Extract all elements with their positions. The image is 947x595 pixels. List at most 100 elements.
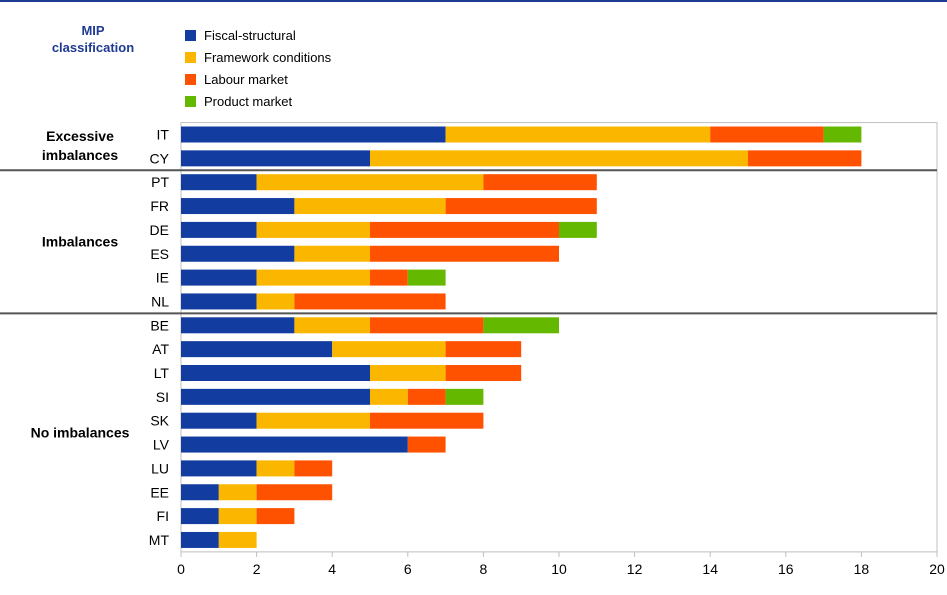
bar-ee-fiscal-structural [181, 484, 219, 501]
group-label-no-imbalances-line1: No imbalances [30, 424, 130, 441]
category-label-lt: LT [154, 365, 170, 381]
bar-at-labour-market [445, 341, 522, 358]
legend-label-fiscal-structural: Fiscal-structural [204, 27, 296, 43]
bar-nl-framework-conditions [256, 293, 295, 310]
group-label-imbalances: Imbalances [0, 232, 160, 251]
bar-fr-labour-market [445, 198, 597, 215]
bar-fi-fiscal-structural [181, 508, 219, 525]
group-label-excessive-line1: Excessive [46, 128, 114, 145]
bar-ie-labour-market [370, 269, 408, 286]
category-label-ie: IE [156, 270, 169, 286]
category-label-nl: NL [151, 293, 169, 309]
group-label-excessive-line2: imbalances [41, 147, 119, 164]
bar-lt-labour-market [445, 365, 522, 381]
category-label-fi: FI [157, 508, 169, 524]
bar-sk-framework-conditions [256, 412, 370, 429]
x-tick-label-16: 16 [778, 561, 794, 577]
bar-be-labour-market [370, 317, 484, 334]
legend-swatch-framework-conditions [185, 51, 196, 63]
bar-fr-fiscal-structural [181, 198, 295, 215]
category-label-de: DE [150, 222, 169, 238]
bar-de-product-market [559, 221, 597, 238]
bar-lu-labour-market [294, 460, 333, 477]
legend-item-fiscal-structural: Fiscal-structural [185, 24, 331, 46]
bar-be-fiscal-structural [181, 317, 295, 334]
bar-lv-labour-market [407, 436, 446, 453]
x-tick-label-6: 6 [404, 561, 412, 577]
bar-it-labour-market [710, 126, 824, 143]
bar-at-framework-conditions [332, 341, 446, 358]
bar-fi-labour-market [256, 508, 295, 525]
bar-de-framework-conditions [256, 221, 370, 238]
bar-cy-labour-market [748, 150, 862, 167]
bar-cy-fiscal-structural [181, 150, 370, 167]
mip-label-line1: MIP [81, 23, 105, 38]
legend-swatch-labour-market [185, 73, 196, 85]
bar-si-framework-conditions [370, 388, 408, 405]
bar-lu-fiscal-structural [181, 460, 257, 477]
mip-label-line2: classification [51, 40, 135, 55]
category-label-es: ES [150, 246, 169, 262]
bar-ie-product-market [407, 269, 446, 286]
category-label-lu: LU [151, 460, 169, 476]
bar-si-fiscal-structural [181, 388, 370, 405]
bar-de-fiscal-structural [181, 221, 257, 238]
legend-item-framework-conditions: Framework conditions [185, 46, 331, 68]
bar-lt-framework-conditions [370, 365, 446, 381]
bar-ee-framework-conditions [218, 484, 257, 501]
category-label-lv: LV [153, 437, 170, 453]
mip-classification-label: MIP classification [28, 22, 158, 56]
bar-es-fiscal-structural [181, 245, 295, 262]
bar-lt-fiscal-structural [181, 365, 370, 381]
bar-ie-framework-conditions [256, 269, 370, 286]
category-label-cy: CY [150, 150, 170, 166]
legend-label-labour-market: Labour market [204, 71, 288, 87]
bar-fi-framework-conditions [218, 508, 257, 525]
legend-item-product-market: Product market [185, 90, 331, 112]
x-tick-label-14: 14 [702, 561, 718, 577]
legend-label-framework-conditions: Framework conditions [204, 49, 332, 65]
bar-es-labour-market [370, 245, 559, 262]
bar-ee-labour-market [256, 484, 333, 501]
bar-si-labour-market [407, 388, 446, 405]
legend-swatch-product-market [185, 95, 196, 107]
bar-mt-fiscal-structural [181, 531, 219, 548]
x-tick-label-12: 12 [627, 561, 643, 577]
group-label-no-imbalances: No imbalances [0, 423, 160, 442]
category-label-at: AT [152, 341, 169, 357]
bar-de-labour-market [370, 221, 559, 238]
legend-item-labour-market: Labour market [185, 68, 331, 90]
legend-label-product-market: Product market [204, 93, 293, 109]
bar-lv-fiscal-structural [181, 436, 408, 453]
category-label-pt: PT [151, 174, 169, 190]
category-label-sk: SK [150, 413, 169, 429]
category-label-si: SI [156, 389, 169, 405]
x-tick-label-2: 2 [253, 561, 261, 577]
x-tick-label-18: 18 [854, 561, 870, 577]
x-tick-label-8: 8 [480, 561, 488, 577]
category-label-fr: FR [150, 198, 169, 214]
bar-fr-framework-conditions [294, 198, 446, 215]
bar-be-framework-conditions [294, 317, 370, 334]
x-tick-label-0: 0 [177, 561, 185, 577]
header-rule [0, 0, 947, 2]
x-tick-label-20: 20 [929, 561, 945, 577]
bar-pt-labour-market [483, 174, 597, 191]
category-label-mt: MT [149, 532, 170, 548]
bar-sk-fiscal-structural [181, 412, 257, 429]
legend-swatch-fiscal-structural [185, 29, 196, 41]
category-label-be: BE [150, 317, 169, 333]
bar-nl-labour-market [294, 293, 446, 310]
x-tick-label-10: 10 [551, 561, 567, 577]
category-label-ee: EE [150, 484, 169, 500]
bar-it-framework-conditions [445, 126, 711, 143]
bar-be-product-market [483, 317, 559, 334]
x-tick-label-4: 4 [328, 561, 336, 577]
bar-sk-labour-market [370, 412, 484, 429]
bar-mt-framework-conditions [218, 531, 257, 548]
bar-nl-fiscal-structural [181, 293, 257, 310]
bar-it-fiscal-structural [181, 126, 446, 143]
bar-ie-fiscal-structural [181, 269, 257, 286]
